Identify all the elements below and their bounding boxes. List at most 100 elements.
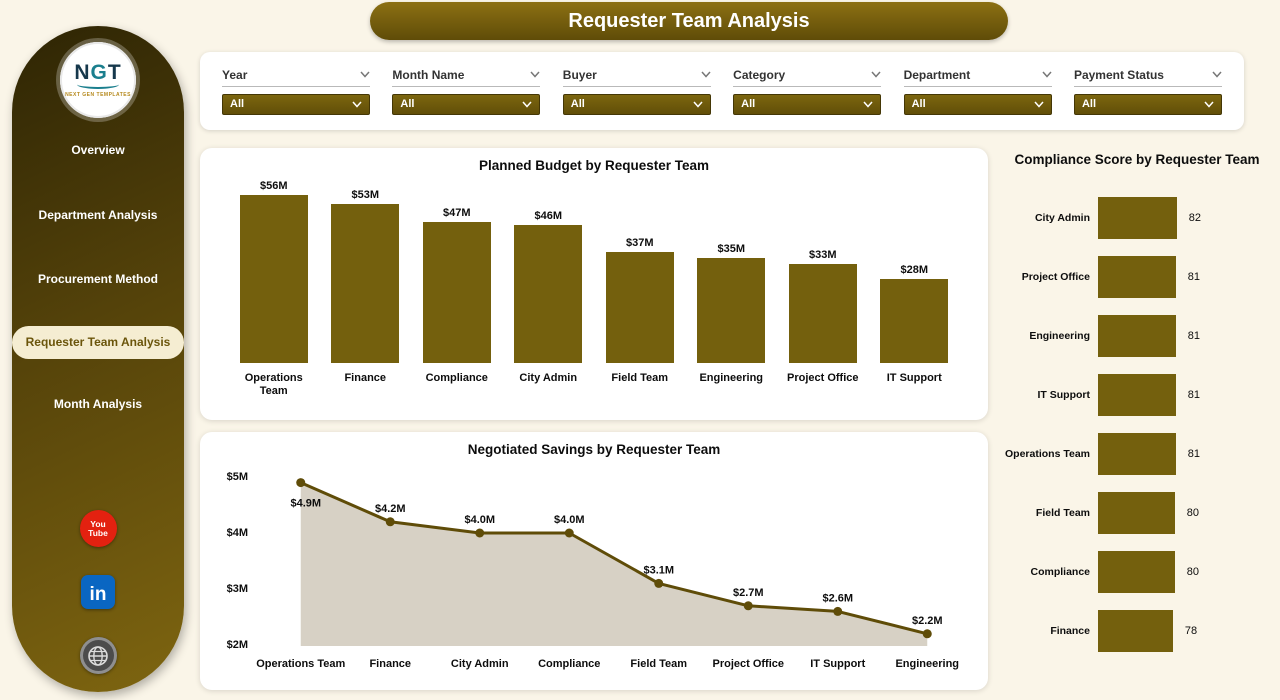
filter-dropdown[interactable]: All (562, 93, 711, 115)
chevron-down-icon (1042, 71, 1052, 78)
budget-bar[interactable] (605, 252, 674, 363)
savings-point-label: $2.7M (733, 587, 764, 599)
savings-point-label: $4.9M (290, 498, 321, 510)
website-icon[interactable] (79, 637, 117, 674)
sidebar-item-requester-team-analysis[interactable]: Requester Team Analysis (12, 325, 184, 360)
savings-line (300, 481, 928, 636)
filter-bar: Year All Month Name All Buyer All Category All D… (200, 52, 1244, 130)
savings-point-label: $2.2M (912, 615, 943, 627)
x-axis-label: Finance (369, 658, 412, 670)
compliance-value: 80 (1186, 566, 1200, 578)
compliance-bar[interactable] (1098, 433, 1176, 475)
compliance-value: 81 (1187, 389, 1200, 401)
budget-bar[interactable] (697, 258, 766, 363)
youtube-icon[interactable]: You Tube (79, 510, 117, 547)
compliance-category-label: Compliance (1030, 565, 1090, 578)
compliance-value: 82 (1188, 212, 1201, 224)
filter-label-row: Category (733, 68, 882, 87)
bar-value-label: $47M (442, 207, 471, 219)
compliance-row: Finance 78 (998, 610, 1276, 652)
bar-value-label: $56M (259, 180, 288, 192)
savings-point[interactable] (564, 528, 574, 538)
bar-column: $47M Compliance (411, 175, 503, 402)
compliance-row: IT Support 81 (998, 374, 1276, 416)
savings-point[interactable] (385, 517, 395, 527)
linkedin-icon[interactable]: in (81, 575, 115, 609)
filter-dropdown[interactable]: All (1073, 93, 1222, 115)
x-axis-label: City Admin (450, 658, 509, 670)
chevron-down-icon (1034, 101, 1044, 108)
bar-value-label: $35M (717, 243, 746, 255)
x-axis-label: Engineering (895, 658, 960, 670)
compliance-value: 81 (1187, 271, 1200, 283)
sidebar-item-month-analysis[interactable]: Month Analysis (53, 397, 143, 412)
filter-selected-value: All (400, 98, 415, 110)
y-axis-tick: $5M (226, 471, 248, 483)
compliance-bar[interactable] (1098, 551, 1175, 593)
filter-year: Year All (222, 68, 370, 115)
filter-label-row: Buyer (562, 68, 711, 87)
savings-point[interactable] (475, 528, 485, 538)
compliance-bar[interactable] (1098, 492, 1175, 534)
bar-stack: $56M (239, 175, 308, 363)
x-axis-label: Field Team (630, 658, 688, 670)
logo-swoosh (77, 80, 119, 89)
compliance-value: 80 (1186, 507, 1200, 519)
bar-category-label: Engineering (699, 372, 764, 384)
compliance-category-label: IT Support (1037, 388, 1091, 401)
filter-selected-value: All (1081, 98, 1097, 110)
budget-bar[interactable] (514, 225, 583, 363)
sidebar-item-overview[interactable]: Overview (71, 143, 125, 157)
compliance-bar[interactable] (1098, 256, 1176, 298)
bar-value-label: $28M (900, 264, 929, 276)
filter-dropdown[interactable]: All (733, 93, 882, 115)
negotiated-savings-card: Negotiated Savings by Requester Team $5M… (200, 432, 988, 690)
bar-category-label: City Admin (519, 372, 578, 384)
bar-column: $37M Field Team (594, 175, 686, 402)
sidebar-item-procurement-method[interactable]: Procurement Method (37, 272, 158, 287)
savings-point[interactable] (654, 578, 664, 588)
savings-point-label: $4.2M (375, 503, 406, 515)
savings-point[interactable] (833, 606, 843, 616)
bar-column: $46M City Admin (503, 175, 595, 402)
filter-label-row: Month Name (392, 68, 541, 87)
bar-column: $56M Operations Team (228, 175, 320, 402)
negotiated-savings-title: Negotiated Savings by Requester Team (467, 442, 721, 457)
filter-selected-value: All (911, 98, 926, 110)
compliance-row: Engineering 81 (998, 315, 1276, 357)
filter-dropdown[interactable]: All (222, 93, 370, 115)
compliance-row: Field Team 80 (998, 492, 1276, 534)
bar-category-label: IT Support (886, 372, 942, 384)
savings-point[interactable] (922, 629, 932, 639)
savings-point[interactable] (296, 478, 306, 488)
filter-selected-value: All (230, 98, 245, 110)
compliance-bar[interactable] (1098, 374, 1176, 416)
compliance-category-label: Field Team (1035, 506, 1090, 519)
ngt-logo-subtext: NEXT GEN TEMPLATES (65, 92, 131, 98)
compliance-bar[interactable] (1098, 197, 1177, 239)
budget-bar[interactable] (422, 222, 491, 363)
savings-y-axis: $5M $4M $3M $2M (216, 465, 256, 655)
sidebar-item-department-analysis[interactable]: Department Analysis (38, 207, 158, 222)
globe-icon (88, 645, 108, 666)
savings-chart-svg: $4.9M $4.2M $4.0M $4.0M $3.1M $2.7M $2.6M $2.2M (290, 478, 943, 646)
filter-department: Department All (903, 68, 1052, 115)
bar-category-label: Finance (344, 372, 387, 384)
chevron-down-icon (701, 71, 711, 78)
filter-dropdown[interactable]: All (903, 93, 1052, 115)
x-axis-label: IT Support (810, 658, 866, 670)
budget-bar[interactable] (331, 204, 400, 363)
compliance-score-chart: City Admin 82 Project Office 81 Engineering 8… (998, 197, 1276, 652)
filter-dropdown[interactable]: All (392, 93, 541, 115)
savings-area-fill (300, 482, 928, 646)
compliance-bar[interactable] (1098, 610, 1173, 652)
y-axis-tick: $2M (226, 639, 248, 651)
budget-bar[interactable] (788, 264, 857, 363)
budget-bar[interactable] (880, 279, 949, 363)
chevron-down-icon (871, 71, 881, 78)
compliance-bar[interactable] (1098, 315, 1176, 357)
savings-point[interactable] (743, 601, 753, 611)
bar-column: $53M Finance (320, 175, 412, 402)
budget-bar[interactable] (239, 195, 308, 363)
chevron-down-icon (1212, 71, 1222, 78)
